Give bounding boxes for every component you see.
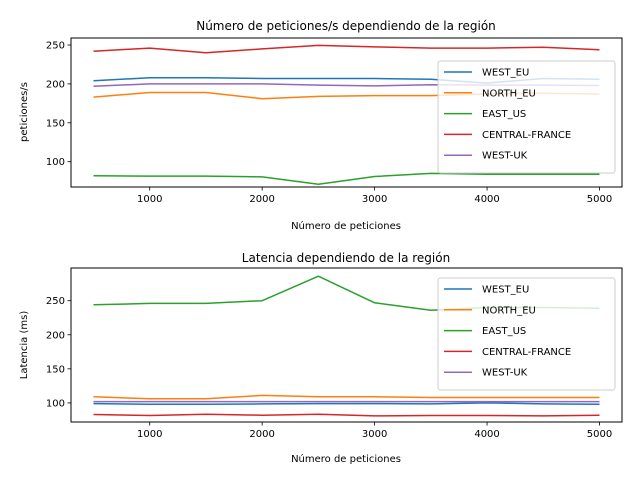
- x-tick-label: 1000: [137, 194, 162, 205]
- legend-label-east-us: EAST_US: [482, 326, 526, 337]
- x-tick-label: 3000: [362, 429, 387, 440]
- y-tick-label: 250: [46, 296, 65, 307]
- x-tick-label: 3000: [362, 194, 387, 205]
- series-line-central-france: [93, 44, 600, 54]
- tick-layer: 1000 2000 3000 4000 5000 100 150 200 250: [46, 296, 612, 440]
- y-axis-label: peticiones/s: [19, 82, 30, 142]
- legend-box: [437, 60, 616, 174]
- y-tick-label: 200: [46, 79, 65, 90]
- legend-label-west-eu: WEST_EU: [482, 285, 529, 296]
- x-tick-label: 2000: [249, 194, 274, 205]
- legend-label-west-uk: WEST-UK: [482, 151, 528, 162]
- y-tick-label: 100: [46, 157, 65, 168]
- series-line-north-eu: [93, 394, 600, 400]
- plot-frame: [70, 267, 623, 423]
- series-line-west-eu: [93, 402, 600, 406]
- x-axis-label: Número de peticiones: [291, 220, 401, 232]
- x-tick-label: 4000: [474, 429, 499, 440]
- legend-label-north-eu: NORTH_EU: [482, 305, 536, 316]
- chart-title: Número de peticiones/s dependiendo de la…: [196, 19, 496, 33]
- y-tick-label: 200: [46, 330, 65, 341]
- y-axis-label: Latencia (ms): [19, 311, 30, 380]
- chart-latency: Latencia dependiendo de la región 1000 20…: [19, 251, 623, 465]
- plot-frame: [70, 37, 623, 188]
- chart-title: Latencia dependiendo de la región: [242, 251, 450, 265]
- legend: WEST_EU NORTH_EU EAST_US CENTRAL-FRANCE WEST…: [437, 277, 616, 391]
- legend-label-central-france: CENTRAL-FRANCE: [482, 347, 571, 358]
- y-tick-label: 150: [46, 118, 65, 129]
- chart-requests-per-second: Número de peticiones/s dependiendo de la…: [19, 19, 623, 232]
- x-tick-label: 5000: [587, 429, 612, 440]
- x-tick-label: 4000: [474, 194, 499, 205]
- x-axis-label: Número de peticiones: [291, 453, 401, 465]
- tick-layer: 1000 2000 3000 4000 5000 100 150 200 250: [46, 41, 612, 205]
- legend: WEST_EU NORTH_EU EAST_US CENTRAL-FRANCE WEST…: [437, 60, 616, 174]
- series-line-central-france: [93, 413, 600, 417]
- x-tick-label: 2000: [249, 429, 274, 440]
- y-tick-label: 250: [46, 41, 65, 52]
- series-line-east-us: [93, 172, 600, 186]
- legend-label-west-uk: WEST-UK: [482, 368, 528, 379]
- legend-label-north-eu: NORTH_EU: [482, 88, 536, 99]
- x-tick-label: 5000: [587, 194, 612, 205]
- x-tick-label: 1000: [137, 429, 162, 440]
- legend-label-east-us: EAST_US: [482, 109, 526, 120]
- y-tick-label: 150: [46, 364, 65, 375]
- legend-box: [437, 277, 616, 391]
- legend-label-west-eu: WEST_EU: [482, 68, 529, 79]
- y-tick-label: 100: [46, 398, 65, 409]
- legend-label-central-france: CENTRAL-FRANCE: [482, 130, 571, 141]
